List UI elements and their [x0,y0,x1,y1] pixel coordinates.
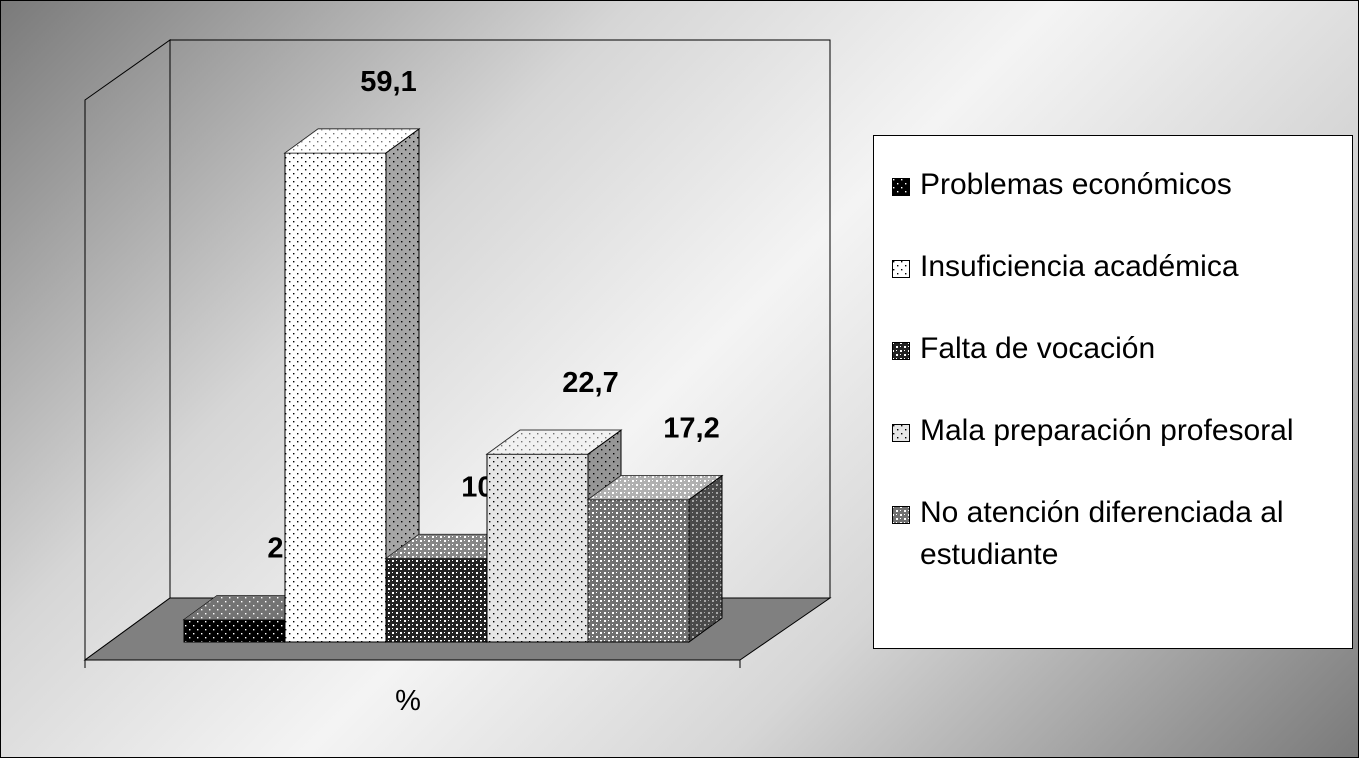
legend-key [892,506,910,524]
legend-label: Problemas económicos [920,168,1232,201]
category-label: % [395,685,421,717]
bar-front [587,499,690,643]
legend-key [892,342,910,360]
bar-front [385,557,488,643]
side-wall [84,39,171,661]
legend-entry: Problemas económicos [892,164,1352,206]
legend-label: Insuficiencia académica [920,250,1239,283]
legend-entry: Insuficiencia académica [892,246,1352,288]
bar-side-shade [386,129,419,642]
legend-label: Falta de vocación [920,332,1156,365]
bar-top-shade [285,129,419,153]
bar-side [688,474,723,643]
bars: 2,759,110,122,717,2 [182,66,724,643]
legend-key [892,424,910,442]
bar-front [183,619,286,643]
bar-front [486,453,589,643]
bar-front [284,152,387,643]
bar-top-shade [487,430,621,455]
value-label: 22,7 [562,367,618,399]
legend-label: Mala preparación profesoral [920,414,1294,447]
legend-key [892,178,910,196]
legend: Problemas económicos Insuficiencia académ… [873,135,1353,649]
legend-key [892,260,910,278]
value-label: 17,2 [663,413,719,445]
value-label: 59,1 [360,66,416,98]
bar-side-shade [689,475,722,642]
legend-entry: Falta de vocación [892,328,1352,370]
legend-entry: Mala preparación profesoral [892,410,1352,452]
legend-entry: No atención diferenciada al estudiante [892,492,1352,576]
legend-label: No atención diferenciada al estudiante [920,496,1284,571]
bar-top-shade [588,475,722,500]
